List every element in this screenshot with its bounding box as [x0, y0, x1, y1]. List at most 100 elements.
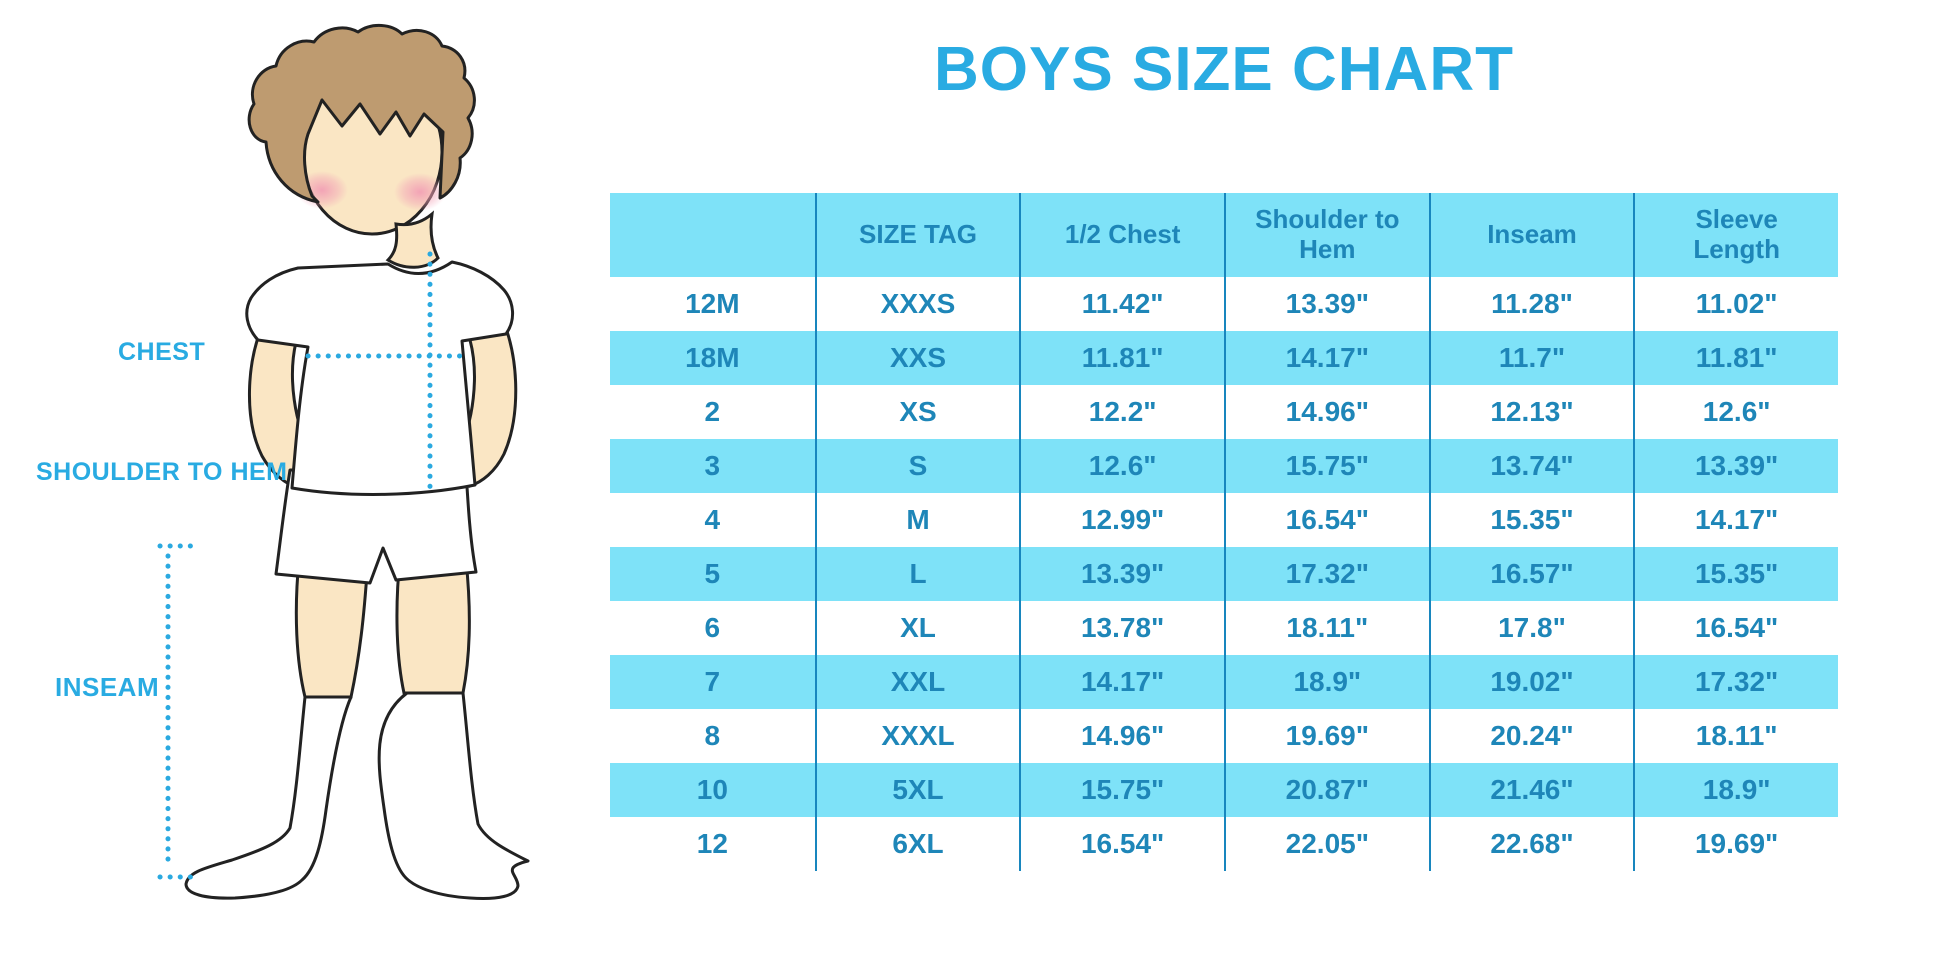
table-row: 4 M 12.99" 16.54" 15.35" 14.17"	[610, 493, 1838, 547]
blush-right	[394, 173, 446, 211]
table-cell: 5XL	[814, 763, 1020, 817]
table-cell: M	[814, 493, 1020, 547]
neck	[385, 210, 440, 269]
table-cell: 2	[704, 396, 721, 427]
inseam-measure-line	[157, 543, 199, 880]
table-row: 8 XXXL 14.96" 19.69" 20.24" 18.11"	[610, 709, 1838, 763]
header-cell-sleeve-length: Sleeve Length	[1633, 193, 1838, 277]
table-cell: 18M	[685, 342, 740, 373]
table-cell: 4	[704, 504, 721, 535]
table-cell: XXXS	[814, 277, 1020, 331]
table-cell: 22.68"	[1428, 817, 1634, 871]
header-cell-shoulder-hem: Shoulder to Hem	[1224, 193, 1429, 277]
table-cell: 11.81"	[1019, 331, 1224, 385]
table-cell: 13.39"	[1019, 547, 1224, 601]
table-cell: XXL	[814, 655, 1020, 709]
chest-label: CHEST	[118, 338, 206, 366]
page-title: BOYS SIZE CHART	[934, 35, 1514, 104]
left-sock	[184, 695, 353, 900]
table-cell: 11.28"	[1428, 277, 1634, 331]
table-cell: 12.6"	[1019, 439, 1224, 493]
table-cell: 20.87"	[1224, 763, 1429, 817]
table-cell: 14.17"	[1224, 331, 1429, 385]
table-cell: XL	[814, 601, 1020, 655]
table-cell: 12M	[685, 288, 740, 319]
table-cell: 16.54"	[1633, 601, 1838, 655]
table-cell: 5	[704, 558, 721, 589]
table-cell: 11.02"	[1633, 277, 1838, 331]
header-cell-blank	[610, 193, 815, 277]
table-row: 5 L 13.39" 17.32" 16.57" 15.35"	[610, 547, 1838, 601]
table-cell: 13.39"	[1224, 277, 1429, 331]
table-cell: 11.42"	[1019, 277, 1224, 331]
table-cell: L	[814, 547, 1020, 601]
table-cell: 12	[696, 828, 728, 859]
right-sock	[377, 691, 530, 900]
table-cell: 12.6"	[1633, 385, 1838, 439]
table-row: 7 XXL 14.17" 18.9" 19.02" 17.32"	[610, 655, 1838, 709]
table-cell: 11.7"	[1428, 331, 1634, 385]
hair	[247, 24, 476, 204]
size-table-header-row: SIZE TAG 1/2 Chest Shoulder to Hem Insea…	[610, 193, 1838, 277]
table-cell: 13.74"	[1428, 439, 1634, 493]
table-cell: 15.75"	[1019, 763, 1224, 817]
table-cell: 15.35"	[1633, 547, 1838, 601]
table-cell: 18.11"	[1633, 709, 1838, 763]
table-cell: 18.9"	[1224, 655, 1429, 709]
table-cell: 10	[696, 774, 728, 805]
table-row: 2 XS 12.2" 14.96" 12.13" 12.6"	[610, 385, 1838, 439]
table-cell: 11.81"	[1633, 331, 1838, 385]
table-cell: 14.17"	[1633, 493, 1838, 547]
table-cell: 7	[704, 666, 721, 697]
table-cell: 17.8"	[1428, 601, 1634, 655]
table-cell: 18.9"	[1633, 763, 1838, 817]
table-row: 12 6XL 16.54" 22.05" 22.68" 19.69"	[610, 817, 1838, 871]
table-cell: 17.32"	[1224, 547, 1429, 601]
table-row: 12M XXXS 11.42" 13.39" 11.28" 11.02"	[610, 277, 1838, 331]
table-cell: 8	[704, 720, 721, 751]
table-cell: 19.02"	[1428, 655, 1634, 709]
table-cell: 14.17"	[1019, 655, 1224, 709]
table-cell: S	[814, 439, 1020, 493]
table-cell: 19.69"	[1224, 709, 1429, 763]
inseam-label: INSEAM	[55, 672, 160, 702]
header-cell-size-tag: SIZE TAG	[814, 193, 1020, 277]
table-cell: 3	[704, 450, 721, 481]
table-cell: 22.05"	[1224, 817, 1429, 871]
table-cell: 14.96"	[1224, 385, 1429, 439]
boy-illustration	[157, 24, 530, 900]
table-cell: 15.35"	[1428, 493, 1634, 547]
table-cell: 20.24"	[1428, 709, 1634, 763]
shoulder-to-hem-label: SHOULDER TO HEM	[36, 458, 288, 486]
size-table: SIZE TAG 1/2 Chest Shoulder to Hem Insea…	[610, 193, 1838, 871]
table-row: 6 XL 13.78" 18.11" 17.8" 16.54"	[610, 601, 1838, 655]
header-cell-half-chest: 1/2 Chest	[1019, 193, 1224, 277]
table-cell: XXS	[814, 331, 1020, 385]
table-cell: 16.57"	[1428, 547, 1634, 601]
table-cell: 16.54"	[1224, 493, 1429, 547]
table-cell: 6XL	[814, 817, 1020, 871]
header-cell-inseam: Inseam	[1428, 193, 1634, 277]
table-cell: 12.2"	[1019, 385, 1224, 439]
shorts	[274, 468, 478, 585]
table-cell: 21.46"	[1428, 763, 1634, 817]
table-cell: 12.13"	[1428, 385, 1634, 439]
t-shirt	[245, 260, 514, 496]
table-row: 10 5XL 15.75" 20.87" 21.46" 18.9"	[610, 763, 1838, 817]
table-cell: 12.99"	[1019, 493, 1224, 547]
table-cell: 13.39"	[1633, 439, 1838, 493]
table-cell: 17.32"	[1633, 655, 1838, 709]
table-cell: 19.69"	[1633, 817, 1838, 871]
table-cell: 13.78"	[1019, 601, 1224, 655]
table-cell: 14.96"	[1019, 709, 1224, 763]
table-cell: 18.11"	[1224, 601, 1429, 655]
table-row: 18M XXS 11.81" 14.17" 11.7" 11.81"	[610, 331, 1838, 385]
table-cell: 6	[704, 612, 721, 643]
table-cell: XS	[814, 385, 1020, 439]
size-table-body: 12M XXXS 11.42" 13.39" 11.28" 11.02" 18M XXS 11.…	[610, 277, 1838, 871]
table-cell: 16.54"	[1019, 817, 1224, 871]
table-cell: XXXL	[814, 709, 1020, 763]
table-row: 3 S 12.6" 15.75" 13.74" 13.39"	[610, 439, 1838, 493]
table-cell: 15.75"	[1224, 439, 1429, 493]
